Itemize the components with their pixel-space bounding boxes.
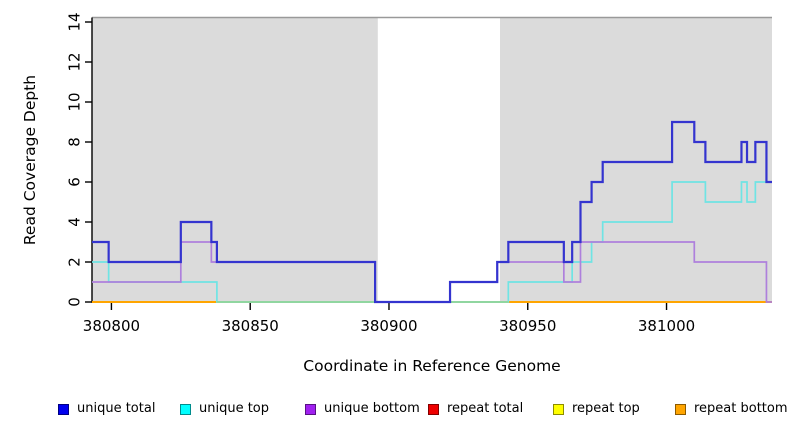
y-axis-label: Read Coverage Depth (21, 74, 39, 246)
series-unique-total (92, 120, 772, 304)
series-unique-top (92, 181, 772, 303)
legend: unique total unique top unique bottom repea… (0, 398, 792, 422)
y-tick-label: 8 (65, 137, 83, 147)
x-tick-label: 380950 (499, 317, 556, 335)
legend-label: unique total (77, 401, 156, 416)
y-tick-label: 10 (65, 92, 83, 111)
legend-item-repeat-bottom: repeat bottom (675, 398, 788, 420)
legend-swatch-icon (553, 403, 564, 415)
legend-item-repeat-total: repeat total (428, 398, 523, 420)
legend-item-unique-total: unique total (58, 398, 155, 420)
legend-label: unique bottom (324, 401, 420, 416)
y-tick-label: 2 (65, 257, 83, 267)
legend-swatch-icon (305, 403, 316, 415)
legend-label: repeat total (447, 401, 524, 416)
y-tick-label: 6 (65, 177, 83, 187)
legend-swatch-icon (58, 403, 69, 415)
legend-item-unique-bottom: unique bottom (305, 398, 420, 420)
legend-swatch-icon (428, 403, 439, 415)
x-axis-label: Coordinate in Reference Genome (303, 357, 561, 375)
y-tick-label: 12 (65, 52, 83, 71)
legend-item-unique-top: unique top (180, 398, 269, 420)
x-tick-label: 380800 (83, 317, 140, 335)
background-band (500, 17, 772, 302)
y-tick-label: 4 (65, 217, 83, 227)
legend-item-repeat-top: repeat top (553, 398, 640, 420)
legend-label: unique top (199, 401, 270, 416)
legend-swatch-icon (675, 403, 686, 415)
y-tick-label: 14 (65, 12, 83, 31)
legend-swatch-icon (180, 403, 191, 415)
x-tick-label: 381000 (638, 317, 695, 335)
legend-label: repeat top (572, 401, 640, 416)
y-tick-label: 0 (65, 297, 83, 307)
plot-area: 0 2 4 6 8 10 12 14 380800 380850 380900 380950 38100… (65, 12, 772, 335)
background-band (377, 17, 500, 302)
legend-label: repeat bottom (694, 401, 788, 416)
background-band (92, 17, 378, 302)
x-tick-label: 380850 (222, 317, 279, 335)
x-tick-label: 380900 (360, 317, 417, 335)
